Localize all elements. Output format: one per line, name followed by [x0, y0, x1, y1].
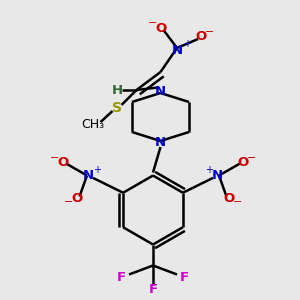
Text: −: −: [147, 18, 157, 28]
Text: O: O: [71, 191, 82, 205]
Text: H: H: [111, 83, 123, 97]
Text: N: N: [83, 169, 94, 182]
Text: CH₃: CH₃: [81, 118, 105, 131]
Text: N: N: [212, 169, 223, 182]
Text: −: −: [205, 26, 214, 37]
Text: O: O: [224, 191, 235, 205]
Text: N: N: [171, 44, 183, 58]
Text: N: N: [155, 136, 166, 149]
Text: −: −: [247, 152, 256, 163]
Text: F: F: [180, 271, 189, 284]
Text: O: O: [237, 155, 249, 169]
Text: +: +: [93, 165, 101, 175]
Text: +: +: [183, 39, 190, 50]
Text: +: +: [206, 165, 213, 175]
Text: O: O: [195, 29, 207, 43]
Text: O: O: [155, 22, 166, 35]
Text: N: N: [155, 85, 166, 98]
Text: F: F: [148, 283, 158, 296]
Text: F: F: [117, 271, 126, 284]
Text: O: O: [57, 155, 69, 169]
Text: −: −: [63, 197, 73, 207]
Text: −: −: [233, 197, 243, 207]
Text: S: S: [112, 101, 122, 115]
Text: −: −: [50, 152, 59, 163]
